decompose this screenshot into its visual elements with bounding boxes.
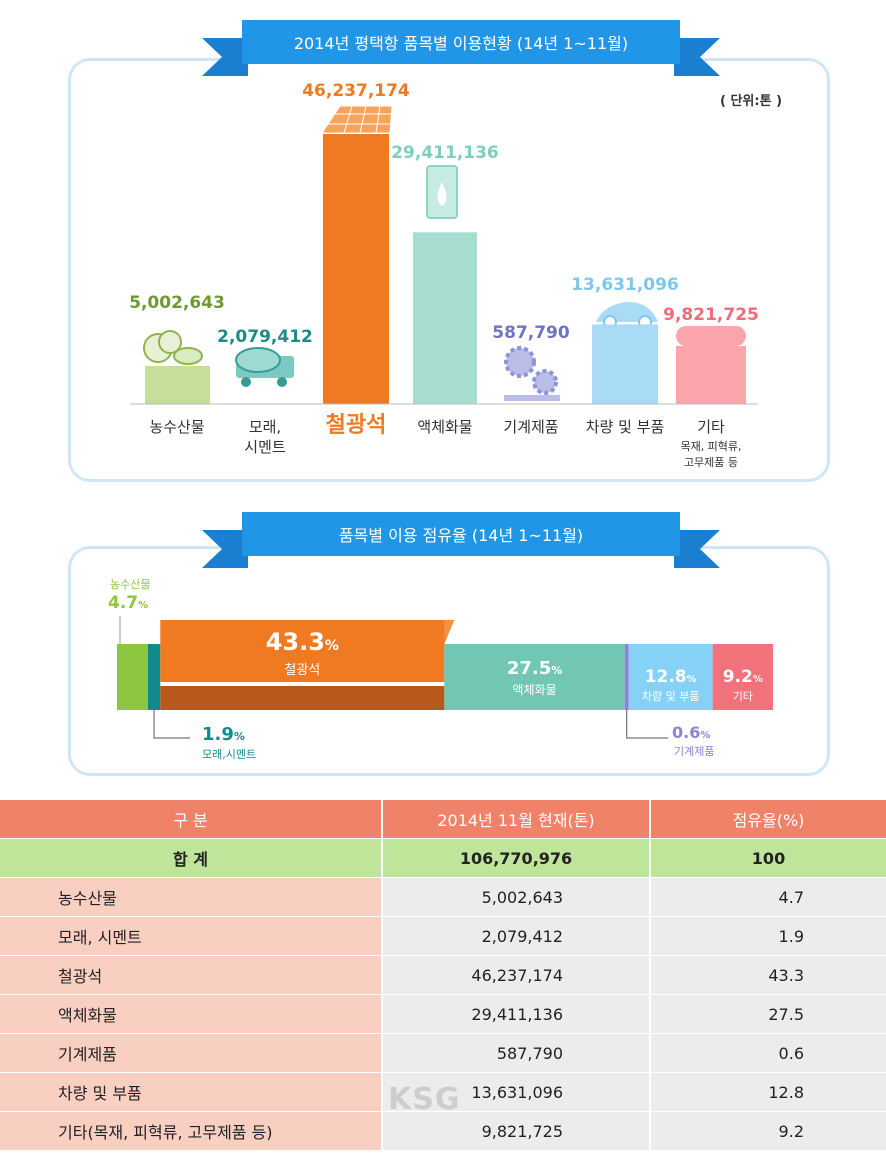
chart1-category-label: 시멘트 [244,438,286,456]
chart1-value-label: 587,790 [492,323,570,343]
table-row: 액체화물 29,411,136 27.5 [0,994,886,1034]
table-row: 차량 및 부품 13,631,096 12.8 [0,1072,886,1112]
table-row: 철광석 46,237,174 43.3 [0,955,886,995]
chart2-title: 품목별 이용 점유율 (14년 1~11월) [242,512,680,556]
chart2-value-label: 4.7% [108,593,148,613]
row-pct: 0.6 [649,1033,886,1073]
chart2-value-label: 12.8% [645,667,697,687]
row-name: 기타(목재, 피혁류, 고무제품 등) [0,1111,382,1151]
chart2-segment [628,644,713,710]
chart2-title-ribbon: 품목별 이용 점유율 (14년 1~11월) [202,512,720,572]
chart1-category-label: 차량 및 부품 [586,418,665,436]
table-total-row: 합 계 106,770,976 100 [0,838,886,878]
row-pct: 27.5 [649,994,886,1034]
row-value: 5,002,643 [381,877,650,917]
chart1-sub-label: 고무제품 등 [684,456,738,469]
table-row: 기타(목재, 피혁류, 고무제품 등) 9,821,725 9.2 [0,1111,886,1151]
row-value: 46,237,174 [381,955,650,995]
chart2-segment [712,644,773,710]
chart1-bar [676,346,746,404]
mixer-truck-icon [235,347,294,387]
chart2-segment [624,644,629,710]
chart1-title: 2014년 평택항 품목별 이용현황 (14년 1~11월) [242,20,680,64]
row-pct: 43.3 [649,955,886,995]
chart2-value-label: 27.5% [507,658,562,679]
chart1-bar [413,232,477,404]
chart2-value-label: 1.9% [202,724,245,745]
chart1-bar [592,324,658,404]
chart1-unit: ( 단위:톤 ) [720,94,783,109]
chart2-segment [117,644,148,710]
row-name: 기계제품 [0,1033,382,1073]
chart2-category-label: 기계제품 [674,745,714,758]
table-row: 모래, 시멘트 2,079,412 1.9 [0,916,886,956]
chart2-category-label: 기타 [733,690,753,703]
chart2-category-label: 차량 및 부품 [642,690,700,703]
row-name: 액체화물 [0,994,382,1034]
chart1-category-label: 모래, [249,418,281,436]
chart2-leader-line [153,710,190,739]
chart1-category-label: 기계제품 [503,418,558,436]
chart2-value-label: 0.6% [672,723,710,742]
row-pct: 4.7 [649,877,886,917]
chart2-segment [160,620,445,682]
table-header-amount: 2014년 11월 현재(톤) [381,800,650,839]
row-name: 농수산물 [0,877,382,917]
chart2-value-label: 9.2% [723,667,763,687]
table-row: 기계제품 587,790 0.6 [0,1033,886,1073]
table-header-category: 구 분 [0,800,382,839]
watermark: KSG [388,1082,461,1117]
total-pct: 100 [649,838,886,878]
chart2-segment [444,644,625,710]
chart1-title-ribbon: 2014년 평택항 품목별 이용현황 (14년 1~11월) [202,20,720,80]
timber-roll-icon [676,326,746,346]
chart1-category-label: 철광석 [326,413,387,438]
row-pct: 9.2 [649,1111,886,1151]
table-header-row: 구 분 2014년 11월 현재(톤) 점유율(%) [0,800,886,839]
chart2-segment [147,644,161,710]
chart2-category-label: 액체화물 [512,683,556,697]
table-row: 농수산물 5,002,643 4.7 [0,877,886,917]
chart1-category-label: 액체화물 [417,418,472,436]
row-name: 차량 및 부품 [0,1072,382,1112]
row-value: 29,411,136 [381,994,650,1034]
row-pct: 12.8 [649,1072,886,1112]
chart1-value-label: 29,411,136 [391,143,499,163]
chart1-value-label: 13,631,096 [571,275,679,295]
chart2-svg: 43.3% 철광석 27.5% 액체화물 12.8% 차량 및 부품 9.2% 기타 농수산물 4… [108,578,773,761]
total-name: 합 계 [0,838,382,878]
chart1-svg: 5,002,643 2,079,412 46,237,174 29,411,136 58… [129,81,759,469]
chart1-value-label: 46,237,174 [302,81,410,101]
chart2-segment-shade [160,686,445,710]
chart1-category-label: 기타 [697,418,725,436]
data-table: 구 분 2014년 11월 현재(톤) 점유율(%) 합 계 106,770,9… [0,800,886,1151]
table-header-share: 점유율(%) [649,800,886,839]
chart1-bar [145,366,209,404]
chart1-category-label: 농수산물 [149,418,204,436]
gears-icon [504,346,560,401]
row-pct: 1.9 [649,916,886,956]
oil-barrel-icon [426,165,458,219]
chart1-value-label: 9,821,725 [663,305,759,325]
chart2-category-label: 모래,시멘트 [202,748,256,761]
chart2-category-label: 농수산물 [110,578,150,591]
total-value: 106,770,976 [381,838,650,878]
row-value: 13,631,096 [381,1072,650,1112]
chart2-value-label: 43.3% [266,628,339,656]
row-value: 9,821,725 [381,1111,650,1151]
roof-grid-icon [321,105,393,134]
chart1-sub-label: 목재, 피혁류, [680,440,741,453]
row-value: 587,790 [381,1033,650,1073]
chart2-leader-line [626,710,668,739]
chart1-value-label: 5,002,643 [129,293,225,313]
chart1-bar [323,134,389,404]
row-value: 2,079,412 [381,916,650,956]
chart2-category-label: 철광석 [284,663,320,678]
row-name: 철광석 [0,955,382,995]
row-name: 모래, 시멘트 [0,916,382,956]
chart1-value-label: 2,079,412 [217,327,313,347]
